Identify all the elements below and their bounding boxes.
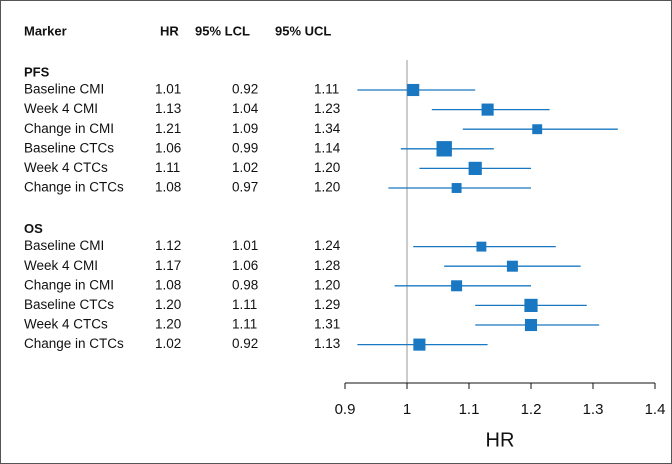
x-tick-label: 1.1 bbox=[459, 401, 480, 418]
x-axis-label: HR bbox=[486, 429, 515, 451]
column-header: Marker bbox=[24, 23, 67, 38]
row-label: Baseline CMI bbox=[24, 82, 104, 97]
row-label: Change in CTCs bbox=[24, 180, 124, 195]
value-label: 0.92 bbox=[232, 336, 258, 351]
value-label: 1.04 bbox=[232, 101, 259, 116]
value-label: 1.17 bbox=[155, 258, 181, 273]
value-label: 1.31 bbox=[314, 317, 340, 332]
group-label: OS bbox=[24, 221, 43, 236]
value-label: 0.92 bbox=[232, 82, 258, 97]
value-label: 0.97 bbox=[232, 180, 258, 195]
value-label: 1.20 bbox=[314, 277, 340, 292]
hr-marker bbox=[506, 260, 518, 272]
value-label: 1.11 bbox=[314, 82, 339, 97]
value-label: 1.14 bbox=[314, 140, 341, 155]
value-label: 1.28 bbox=[314, 258, 340, 273]
row-label: Week 4 CTCs bbox=[24, 317, 108, 332]
x-tick-label: 1.3 bbox=[583, 401, 604, 418]
value-label: 1.20 bbox=[155, 317, 181, 332]
hr-marker bbox=[532, 124, 543, 135]
value-label: 1.21 bbox=[155, 121, 181, 136]
value-label: 1.29 bbox=[314, 297, 340, 312]
row-label: Week 4 CMI bbox=[24, 258, 98, 273]
hr-marker bbox=[407, 83, 420, 97]
row-label: Week 4 CTCs bbox=[24, 160, 108, 175]
value-label: 1.34 bbox=[314, 121, 341, 136]
row-label: Baseline CTCs bbox=[24, 297, 114, 312]
hr-marker bbox=[451, 280, 463, 292]
column-header: HR bbox=[160, 23, 179, 38]
hr-marker bbox=[451, 183, 462, 193]
value-label: 1.01 bbox=[232, 238, 258, 253]
hr-marker bbox=[468, 161, 482, 175]
value-label: 1.23 bbox=[314, 101, 340, 116]
x-tick-label: 1 bbox=[403, 401, 411, 418]
column-header: 95% LCL bbox=[195, 23, 250, 38]
value-label: 1.06 bbox=[155, 140, 181, 155]
row-label: Change in CMI bbox=[24, 121, 114, 136]
value-label: 1.11 bbox=[232, 317, 257, 332]
value-label: 0.99 bbox=[232, 140, 258, 155]
hr-marker bbox=[481, 103, 494, 116]
value-label: 0.98 bbox=[232, 277, 258, 292]
value-label: 1.12 bbox=[155, 238, 181, 253]
value-label: 1.11 bbox=[232, 297, 257, 312]
hr-marker bbox=[524, 318, 538, 332]
row-label: Change in CTCs bbox=[24, 336, 124, 351]
row-label: Week 4 CMI bbox=[24, 101, 98, 116]
value-label: 1.02 bbox=[155, 336, 181, 351]
column-header: 95% UCL bbox=[275, 23, 331, 38]
hr-marker bbox=[436, 141, 452, 157]
x-tick-label: 1.2 bbox=[521, 401, 542, 418]
value-label: 1.09 bbox=[232, 121, 258, 136]
value-label: 1.11 bbox=[155, 160, 180, 175]
hr-marker bbox=[524, 298, 538, 312]
value-label: 1.06 bbox=[232, 258, 258, 273]
value-label: 1.13 bbox=[155, 101, 181, 116]
group-label: PFS bbox=[24, 64, 50, 79]
value-label: 1.01 bbox=[155, 82, 181, 97]
value-label: 1.24 bbox=[314, 238, 341, 253]
value-label: 1.08 bbox=[155, 180, 181, 195]
value-label: 1.13 bbox=[314, 336, 340, 351]
x-tick-label: 0.9 bbox=[335, 401, 356, 418]
x-tick-label: 1.4 bbox=[645, 401, 666, 418]
hr-marker bbox=[413, 338, 426, 351]
row-label: Baseline CMI bbox=[24, 238, 104, 253]
value-label: 1.20 bbox=[314, 180, 340, 195]
row-label: Baseline CTCs bbox=[24, 140, 114, 155]
value-label: 1.20 bbox=[314, 160, 340, 175]
value-label: 1.02 bbox=[232, 160, 258, 175]
value-label: 1.20 bbox=[155, 297, 181, 312]
value-label: 1.08 bbox=[155, 277, 181, 292]
row-label: Change in CMI bbox=[24, 277, 114, 292]
hr-marker bbox=[476, 241, 487, 252]
